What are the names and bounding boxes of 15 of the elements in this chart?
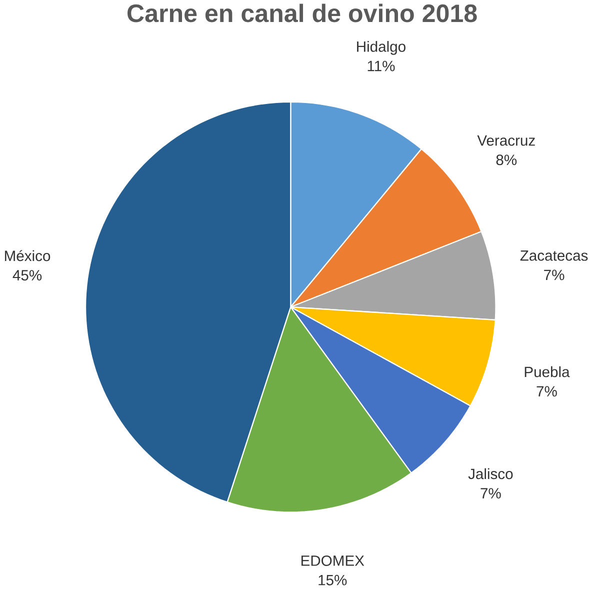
slice-label: Veracruz <box>477 135 535 146</box>
data-label: 7% <box>536 386 557 396</box>
data-label: 7% <box>480 488 501 498</box>
slice-label: Zacatecas <box>520 250 588 261</box>
data-label: 45% <box>12 270 42 280</box>
data-label: 7% <box>544 270 564 280</box>
slice-label: Jalisco <box>468 468 513 480</box>
slice-label: México <box>5 250 50 262</box>
data-label: 8% <box>496 154 517 166</box>
slice-label: Puebla <box>524 366 570 378</box>
slice-label: Hidalgo <box>357 40 406 55</box>
data-label: 15% <box>318 574 347 586</box>
slice-label: EDOMEX <box>301 555 364 566</box>
chart-title: Carne en canal de ovino 2018 <box>128 4 477 22</box>
data-label: 11% <box>368 60 395 72</box>
